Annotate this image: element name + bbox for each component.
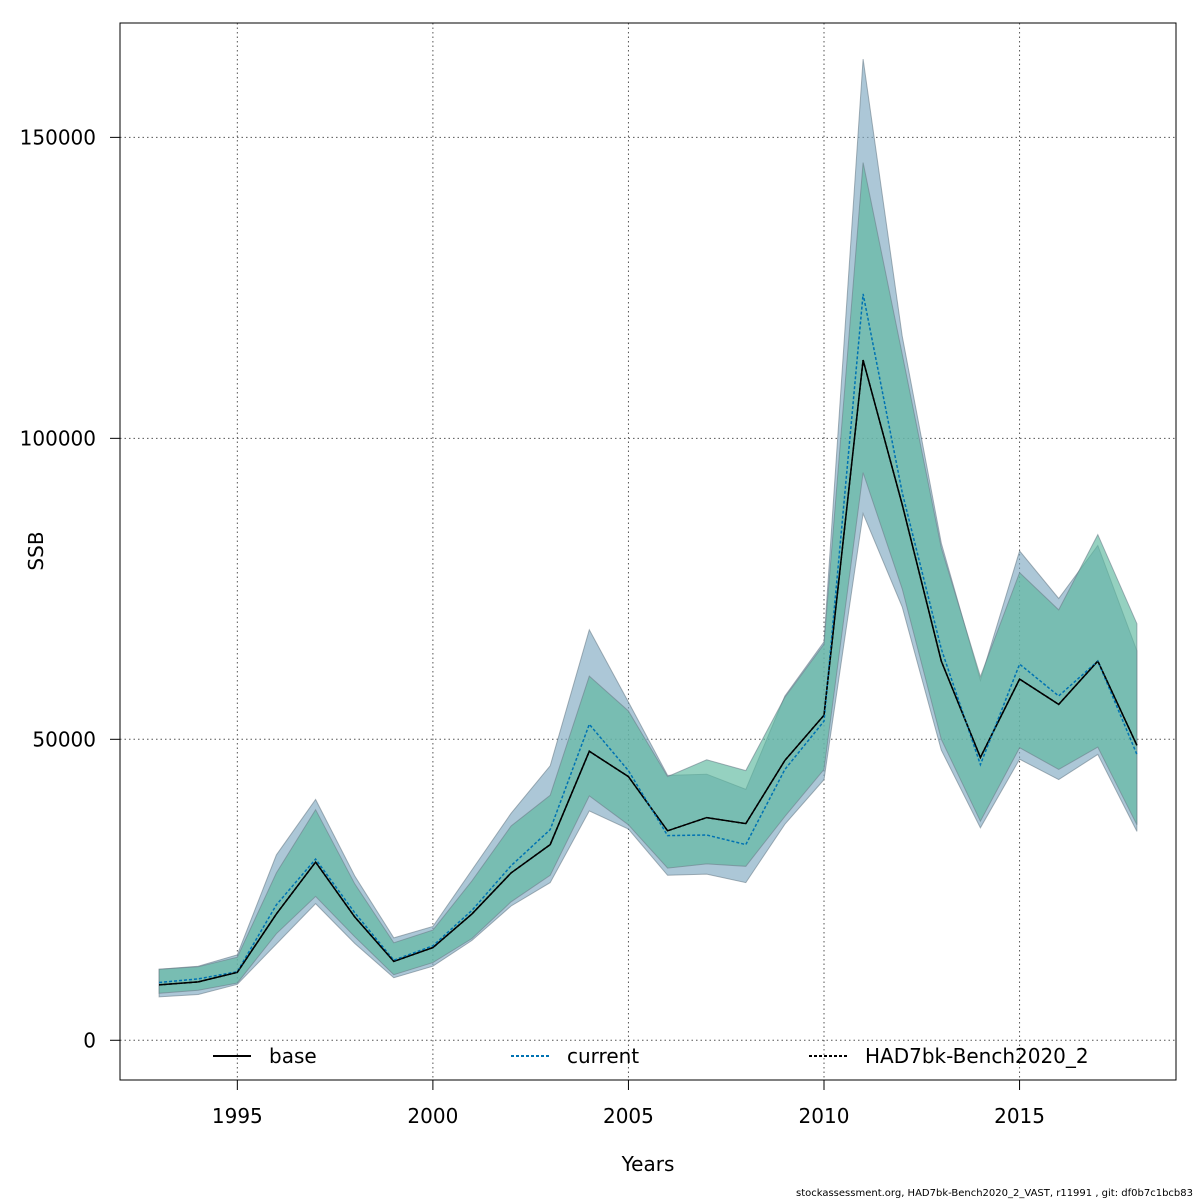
y-tick-label-0: 0 <box>83 1028 96 1052</box>
legend-label-base: base <box>269 1044 317 1068</box>
y-tick-label-100000: 100000 <box>20 426 96 450</box>
x-tick-label-1995: 1995 <box>212 1104 263 1128</box>
x-axis: 1995 2000 2005 2010 2015 <box>212 1080 1045 1128</box>
legend: base current HAD7bk-Bench2020_2 <box>213 1044 1089 1068</box>
confidence-bands <box>158 59 1138 998</box>
series-line-HAD7bk-Bench2020_2 <box>159 359 1138 986</box>
legend-label-current: current <box>567 1044 639 1068</box>
y-tick-label-50000: 50000 <box>32 727 96 751</box>
x-tick-label-2000: 2000 <box>407 1104 458 1128</box>
band-current <box>158 162 1138 994</box>
x-axis-title: Years <box>621 1152 675 1176</box>
y-tick-label-150000: 150000 <box>20 125 96 149</box>
grid-lines <box>120 23 1176 1080</box>
x-tick-label-2015: 2015 <box>994 1104 1045 1128</box>
band-base <box>158 59 1138 998</box>
x-tick-label-2005: 2005 <box>603 1104 654 1128</box>
legend-label-HAD7bk-Bench2020_2: HAD7bk-Bench2020_2 <box>865 1044 1089 1068</box>
x-tick-label-2010: 2010 <box>799 1104 850 1128</box>
series-line-current <box>159 293 1138 984</box>
series-lines <box>159 293 1138 986</box>
y-axis-title: SSB <box>24 531 48 570</box>
y-axis: 0 50000 100000 150000 <box>20 125 120 1052</box>
plot-frame <box>119 22 1177 1081</box>
footer-caption: stockassessment.org, HAD7bk-Bench2020_2_… <box>796 1188 1193 1199</box>
